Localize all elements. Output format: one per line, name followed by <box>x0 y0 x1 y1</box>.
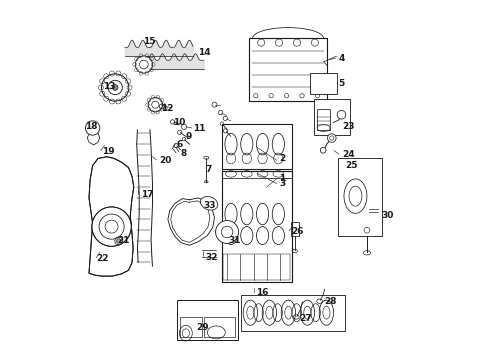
Circle shape <box>112 85 118 90</box>
Text: 6: 6 <box>177 140 183 149</box>
Text: 19: 19 <box>101 147 114 156</box>
Text: 10: 10 <box>173 118 186 127</box>
Ellipse shape <box>200 197 218 210</box>
Text: 33: 33 <box>204 201 216 210</box>
Text: 11: 11 <box>193 123 205 132</box>
Bar <box>242 295 345 330</box>
Circle shape <box>135 56 152 73</box>
Text: 17: 17 <box>141 190 154 199</box>
Bar <box>221 125 292 169</box>
Circle shape <box>320 147 326 153</box>
Text: 22: 22 <box>96 255 109 264</box>
Bar <box>248 39 327 101</box>
Bar <box>314 99 350 135</box>
Bar <box>248 39 327 101</box>
Text: 28: 28 <box>324 297 337 306</box>
Text: 32: 32 <box>205 253 218 262</box>
Bar <box>338 158 382 235</box>
Bar <box>177 300 238 339</box>
Text: 23: 23 <box>342 122 354 131</box>
Bar <box>221 169 292 178</box>
Text: 27: 27 <box>299 314 312 323</box>
Text: 29: 29 <box>196 323 209 332</box>
Bar <box>180 318 202 337</box>
Bar <box>204 318 235 337</box>
Text: 5: 5 <box>338 79 344 88</box>
Text: 1: 1 <box>279 174 285 183</box>
Bar <box>310 73 337 94</box>
Text: 16: 16 <box>256 288 268 297</box>
Text: 13: 13 <box>103 82 116 91</box>
Text: 18: 18 <box>85 122 98 131</box>
Text: 21: 21 <box>118 237 130 246</box>
Circle shape <box>117 239 121 243</box>
Text: 31: 31 <box>229 237 242 246</box>
Text: 8: 8 <box>180 149 187 158</box>
Circle shape <box>101 74 129 101</box>
Polygon shape <box>89 157 134 276</box>
Text: 15: 15 <box>143 37 155 46</box>
Bar <box>223 253 290 280</box>
Text: 9: 9 <box>186 132 192 141</box>
Circle shape <box>327 134 336 142</box>
Text: 25: 25 <box>345 161 358 170</box>
Bar <box>317 109 330 130</box>
Text: 4: 4 <box>338 54 344 63</box>
Bar <box>291 222 299 235</box>
Circle shape <box>92 207 131 246</box>
Circle shape <box>337 111 346 119</box>
Bar <box>221 171 292 282</box>
Text: 20: 20 <box>159 156 171 165</box>
Circle shape <box>216 221 239 243</box>
Text: 7: 7 <box>205 165 212 174</box>
Text: 24: 24 <box>342 150 354 159</box>
Text: 12: 12 <box>161 104 173 113</box>
Text: 3: 3 <box>279 179 285 188</box>
Text: 30: 30 <box>381 211 393 220</box>
Polygon shape <box>87 132 100 145</box>
Text: 14: 14 <box>198 48 211 57</box>
Text: 26: 26 <box>292 228 304 237</box>
Circle shape <box>148 98 163 112</box>
Text: 2: 2 <box>279 154 285 163</box>
Circle shape <box>85 121 100 135</box>
